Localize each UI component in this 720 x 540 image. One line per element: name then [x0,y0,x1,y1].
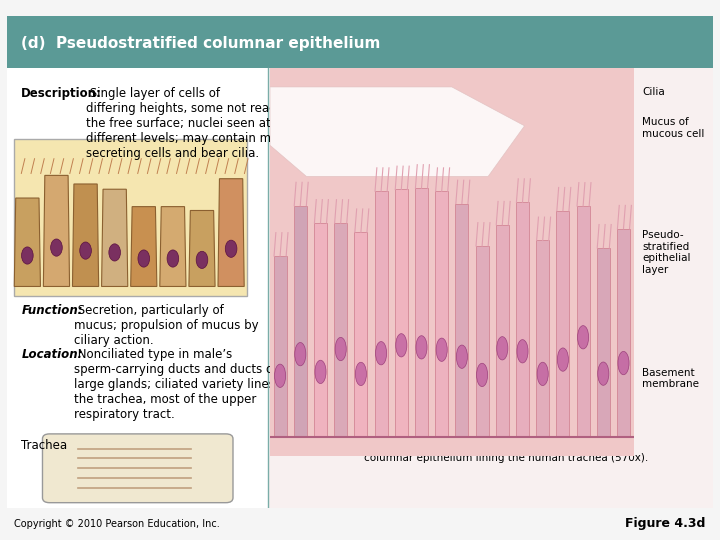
Ellipse shape [22,247,33,264]
Text: Secretion, particularly of
mucus; propulsion of mucus by
ciliary action.: Secretion, particularly of mucus; propul… [74,303,259,347]
Polygon shape [597,248,610,437]
Ellipse shape [618,352,629,375]
FancyBboxPatch shape [14,139,247,296]
Text: Single layer of cells of
differing heights, some not reaching
the free surface; : Single layer of cells of differing heigh… [86,87,303,160]
Ellipse shape [80,242,91,259]
Polygon shape [73,184,99,286]
Polygon shape [294,206,307,437]
Polygon shape [14,198,40,286]
Ellipse shape [335,338,346,361]
Ellipse shape [537,362,548,386]
Polygon shape [374,191,387,437]
Ellipse shape [294,342,306,366]
FancyBboxPatch shape [269,68,713,508]
Polygon shape [516,202,529,437]
Polygon shape [617,229,630,437]
Ellipse shape [497,336,508,360]
Polygon shape [102,189,127,286]
Polygon shape [274,256,287,437]
Polygon shape [476,246,489,437]
Text: (d)  Pseudostratified columnar epithelium: (d) Pseudostratified columnar epithelium [22,36,381,51]
Ellipse shape [598,362,609,386]
Ellipse shape [477,363,487,387]
Ellipse shape [577,326,589,349]
Ellipse shape [376,342,387,365]
Polygon shape [496,225,509,437]
Ellipse shape [225,240,237,258]
FancyBboxPatch shape [7,16,713,508]
Polygon shape [218,179,244,286]
Text: Pseudostratified ciliated
columnar epithelium lining the human trachea (570x).: Pseudostratified ciliated columnar epith… [364,441,648,463]
Ellipse shape [396,334,407,357]
Polygon shape [160,207,186,286]
Polygon shape [43,176,70,286]
Ellipse shape [436,338,447,361]
Polygon shape [557,211,570,437]
Polygon shape [334,223,347,437]
Text: Pseudo-
stratified
epithelial
layer: Pseudo- stratified epithelial layer [642,230,690,275]
Ellipse shape [456,345,467,368]
Ellipse shape [517,340,528,363]
Polygon shape [577,206,590,437]
Polygon shape [354,232,367,437]
Polygon shape [189,211,215,286]
Ellipse shape [557,348,569,371]
Ellipse shape [50,239,63,256]
Text: Mucus of
mucous cell: Mucus of mucous cell [642,117,705,139]
Text: Figure 4.3d: Figure 4.3d [625,517,706,530]
Ellipse shape [315,360,326,383]
Polygon shape [130,207,157,286]
Polygon shape [415,188,428,437]
Ellipse shape [138,250,150,267]
Text: Basement
membrane: Basement membrane [642,368,699,389]
Text: Nonciliated type in male’s
sperm-carrying ducts and ducts of
large glands; cilia: Nonciliated type in male’s sperm-carryin… [74,348,277,421]
Text: Cilia: Cilia [642,87,665,97]
Polygon shape [270,87,524,177]
Ellipse shape [167,250,179,267]
Text: Trachea: Trachea [22,439,68,452]
Polygon shape [314,223,327,437]
FancyBboxPatch shape [7,68,269,508]
Ellipse shape [274,364,286,387]
Text: Location:: Location: [22,348,83,361]
Polygon shape [435,191,448,437]
Text: Copyright © 2010 Pearson Education, Inc.: Copyright © 2010 Pearson Education, Inc. [14,519,220,529]
FancyBboxPatch shape [7,16,713,68]
Text: Function:: Function: [22,303,83,316]
Text: Photomicrograph:: Photomicrograph: [282,441,389,451]
Text: Description:: Description: [22,87,102,100]
Ellipse shape [196,251,208,268]
FancyBboxPatch shape [42,434,233,503]
Polygon shape [395,190,408,437]
Ellipse shape [356,362,366,386]
Ellipse shape [416,336,427,359]
Polygon shape [536,240,549,437]
Polygon shape [456,204,469,437]
Ellipse shape [109,244,120,261]
